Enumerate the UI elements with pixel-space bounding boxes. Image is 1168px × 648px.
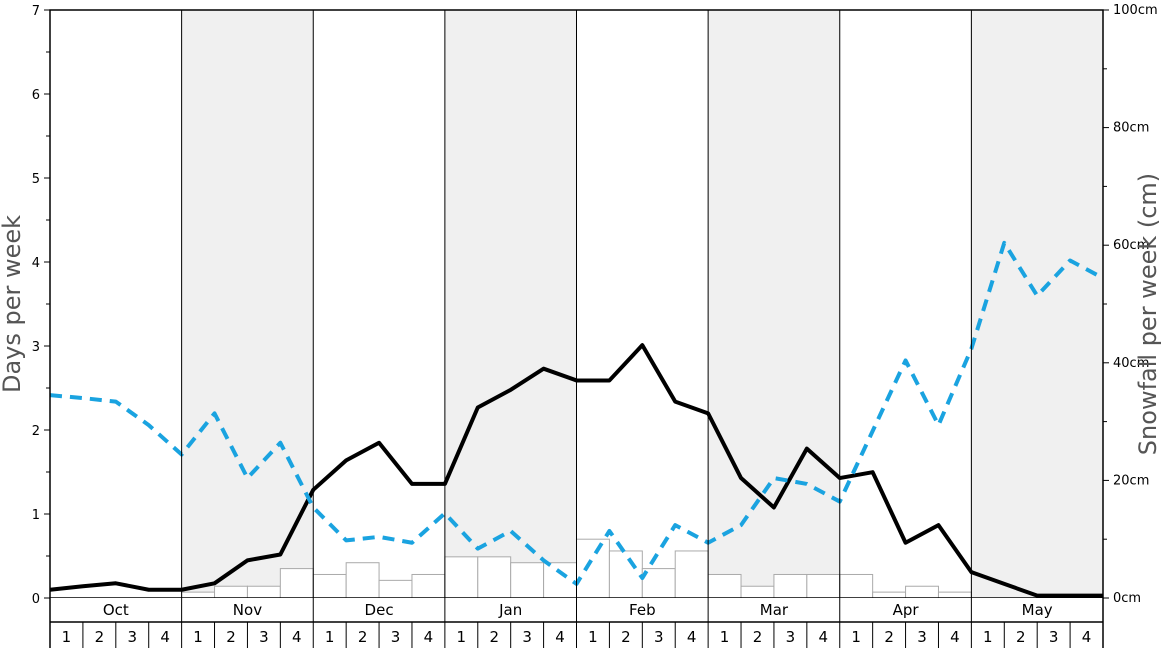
snowfall-bar bbox=[214, 585, 248, 599]
week-label: 4 bbox=[555, 628, 565, 646]
week-label: 2 bbox=[489, 628, 499, 646]
snowfall-bar bbox=[740, 585, 775, 599]
snowfall-bar bbox=[773, 573, 808, 599]
left-tick-label: 1 bbox=[32, 508, 40, 523]
left-axis-title: Days per week bbox=[0, 215, 26, 393]
week-label: 4 bbox=[687, 628, 697, 646]
month-band-may bbox=[971, 10, 1103, 598]
week-label: 3 bbox=[391, 628, 401, 646]
month-band-nov bbox=[181, 10, 314, 598]
left-tick-label: 6 bbox=[32, 88, 40, 103]
week-label: 4 bbox=[292, 628, 302, 646]
snowfall-bar bbox=[543, 562, 577, 599]
snowfall-bar bbox=[312, 573, 347, 599]
month-band-jan bbox=[444, 10, 577, 598]
month-label: May bbox=[1022, 601, 1053, 619]
month-label: Mar bbox=[760, 601, 789, 619]
snowfall-bar bbox=[674, 550, 709, 599]
snowfall-bar bbox=[707, 573, 742, 599]
month-label: Feb bbox=[629, 601, 656, 619]
right-axis-title: Snowfall per week (cm) bbox=[1134, 173, 1162, 455]
right-tick-label: 20cm bbox=[1113, 473, 1149, 488]
week-label: 2 bbox=[226, 628, 236, 646]
month-week-axis: Oct 1 2 3 4 Nov 1 2 3 4 Dec 1 2 3 4 Jan 1 2 3 4 Feb 1 2 3 4 Mar 1 2… bbox=[49, 10, 1104, 648]
week-label: 1 bbox=[457, 628, 467, 646]
week-label: 1 bbox=[983, 628, 993, 646]
week-label: 1 bbox=[588, 628, 598, 646]
snowfall-bar bbox=[608, 550, 643, 599]
snowfall-bar bbox=[444, 556, 479, 599]
left-tick-label: 7 bbox=[32, 4, 40, 19]
left-tick-label: 0 bbox=[32, 592, 40, 607]
week-label: 4 bbox=[160, 628, 170, 646]
week-label: 1 bbox=[851, 628, 861, 646]
snowfall-bar bbox=[576, 538, 610, 599]
week-label: 3 bbox=[1049, 628, 1059, 646]
week-label: 1 bbox=[325, 628, 335, 646]
week-label: 3 bbox=[786, 628, 796, 646]
right-axis: 0cm 20cm 40cm 60cm 80cm 100cm bbox=[1103, 3, 1158, 606]
week-label: 2 bbox=[358, 628, 368, 646]
week-label: 2 bbox=[753, 628, 763, 646]
snowfall-bar bbox=[477, 556, 512, 599]
week-label: 3 bbox=[654, 628, 664, 646]
month-label: Dec bbox=[365, 601, 394, 619]
right-tick-label: 100cm bbox=[1113, 3, 1158, 18]
snowfall-bar bbox=[345, 562, 380, 599]
month-bands bbox=[181, 10, 1103, 598]
week-label: 2 bbox=[621, 628, 631, 646]
snowfall-bar bbox=[181, 591, 216, 599]
left-tick-label: 5 bbox=[32, 172, 40, 187]
snowfall-bars bbox=[181, 538, 972, 599]
snowfall-bar bbox=[872, 591, 907, 599]
week-label: 2 bbox=[884, 628, 894, 646]
week-label: 3 bbox=[259, 628, 269, 646]
week-label: 2 bbox=[1016, 628, 1026, 646]
week-label: 2 bbox=[95, 628, 105, 646]
snowfall-bar bbox=[279, 568, 314, 599]
left-axis: 0 1 2 3 4 5 6 7 bbox=[32, 4, 50, 607]
week-label: 4 bbox=[1082, 628, 1092, 646]
week-label: 1 bbox=[62, 628, 72, 646]
snowfall-bar bbox=[905, 585, 939, 599]
left-tick-label: 3 bbox=[32, 340, 40, 355]
week-label: 1 bbox=[720, 628, 730, 646]
left-tick-label: 4 bbox=[32, 256, 40, 271]
right-tick-label: 60cm bbox=[1113, 238, 1149, 253]
right-tick-label: 40cm bbox=[1113, 356, 1149, 371]
right-tick-label: 0cm bbox=[1113, 591, 1141, 606]
week-label: 1 bbox=[193, 628, 203, 646]
right-tick-label: 80cm bbox=[1113, 121, 1149, 136]
week-label: 4 bbox=[424, 628, 434, 646]
snowfall-bar bbox=[839, 573, 874, 599]
week-label: 3 bbox=[127, 628, 137, 646]
month-band-mar bbox=[708, 10, 840, 598]
snowfall-bar bbox=[510, 562, 545, 599]
left-tick-label: 2 bbox=[32, 424, 40, 439]
month-label: Jan bbox=[498, 601, 522, 619]
snowfall-bar bbox=[937, 591, 972, 599]
snowfall-bar bbox=[378, 579, 413, 599]
week-label: 4 bbox=[819, 628, 829, 646]
snowfall-bar bbox=[246, 585, 281, 599]
month-label: Nov bbox=[233, 601, 262, 619]
snowfall-bar bbox=[411, 573, 446, 599]
week-label: 3 bbox=[917, 628, 927, 646]
snowfall-bar bbox=[806, 573, 841, 599]
month-label: Apr bbox=[893, 601, 920, 619]
month-label: Oct bbox=[103, 601, 129, 619]
week-label: 3 bbox=[522, 628, 532, 646]
week-label: 4 bbox=[950, 628, 960, 646]
